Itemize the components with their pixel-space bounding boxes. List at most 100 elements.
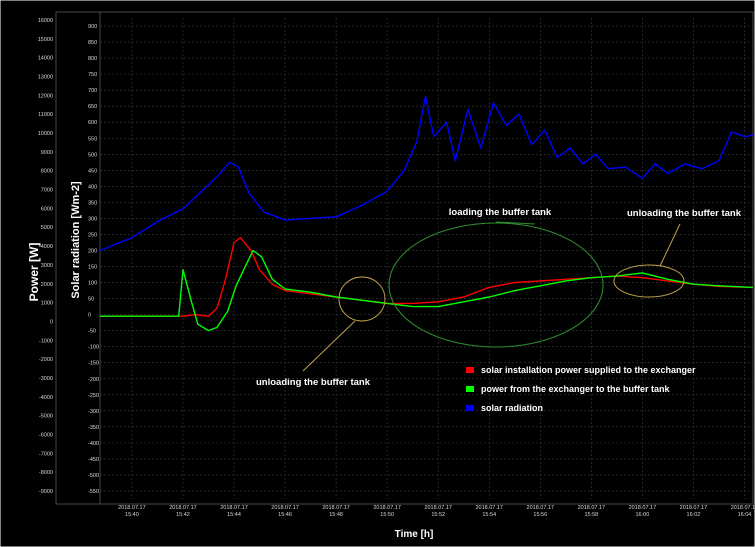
power-tick-label: -9000 (39, 489, 53, 495)
power-tick-label: 8000 (41, 169, 53, 175)
x-tick-layer: 2018.07.17 15:40 2018.07.17 15:42 2018.07.17… (118, 505, 755, 518)
x-tick-label: 15:40 (125, 512, 139, 518)
x-tick-label: 16:02 (687, 512, 701, 518)
legend-label: power from the exchanger to the buffer t… (481, 384, 671, 394)
power-tick-label: 0 (50, 319, 53, 325)
power-tick-label: 12000 (38, 93, 53, 99)
power-tick-label: 10000 (38, 131, 53, 137)
radiation-tick-label: 500 (88, 152, 97, 158)
x-tick-label: 15:52 (431, 512, 445, 518)
x-tick-date-label: 2018.07.17 (424, 505, 452, 511)
power-tick-label: 6000 (41, 206, 53, 212)
x-tick-label: 15:54 (482, 512, 496, 518)
power-tick-layer: 1600015000140001300012000110001000090008… (38, 18, 53, 495)
radiation-tick-label: 0 (88, 313, 91, 319)
annotation-leader-unloading-right (659, 223, 681, 267)
radiation-tick-label: 900 (88, 24, 97, 30)
x-tick-date-label: 2018.07.17 (680, 505, 708, 511)
legend-item-solar-radiation: solar radiation (466, 403, 543, 413)
x-tick-label: 15:44 (227, 512, 241, 518)
x-tick-label: 15:42 (176, 512, 190, 518)
x-tick-label: 16:04 (738, 512, 752, 518)
power-tick-label: -8000 (39, 470, 53, 476)
power-tick-label: 7000 (41, 188, 53, 194)
power-tick-label: -3000 (39, 376, 53, 382)
radiation-tick-layer: 9008508007507006506005505004504003503002… (88, 24, 99, 495)
annotation-label-unloading-left: unloading the buffer tank (256, 377, 371, 388)
y-axis-label-power: Power [W] (27, 243, 41, 302)
annotation-layer: loading the buffer tank unloading the buf… (256, 207, 742, 388)
radiation-tick-label: -300 (88, 409, 99, 415)
legend: solar installation power supplied to the… (466, 365, 696, 413)
series-solar-radiation-line (99, 95, 754, 252)
y-axis-label-radiation: Solar radiation [Wm-2] (70, 181, 82, 299)
series-layer (99, 95, 754, 332)
power-tick-label: -1000 (39, 338, 53, 344)
annotation-label-unloading-right: unloading the buffer tank (627, 208, 742, 219)
radiation-tick-label: 350 (88, 200, 97, 206)
radiation-tick-label: 550 (88, 136, 97, 142)
power-tick-label: 11000 (38, 112, 53, 118)
power-tick-label: -6000 (39, 432, 53, 438)
radiation-tick-label: 150 (88, 265, 97, 271)
annotation-leader-loading (495, 221, 536, 225)
radiation-tick-label: -200 (88, 377, 99, 383)
x-tick-label: 15:50 (380, 512, 394, 518)
radiation-tick-label: 200 (88, 248, 97, 254)
radiation-tick-label: 600 (88, 120, 97, 126)
radiation-tick-label: 50 (88, 297, 94, 303)
power-tick-label: 5000 (41, 225, 53, 231)
x-tick-date-label: 2018.07.17 (220, 505, 248, 511)
legend-label: solar installation power supplied to the… (481, 365, 696, 375)
power-tick-label: 13000 (38, 75, 53, 81)
annotation-ellipse-unloading-left (338, 276, 386, 322)
legend-swatch (466, 405, 474, 411)
radiation-tick-label: -50 (88, 329, 96, 335)
legend-item-solar-installation-power: solar installation power supplied to the… (466, 365, 696, 375)
power-tick-label: 15000 (38, 37, 53, 43)
x-tick-date-label: 2018.07.17 (578, 505, 606, 511)
radiation-tick-label: 750 (88, 72, 97, 78)
power-tick-label: -7000 (39, 451, 53, 457)
x-axis-label: Time [h] (395, 529, 434, 540)
x-tick-label: 15:48 (329, 512, 343, 518)
grid-layer (55, 11, 754, 505)
power-tick-label: 4000 (41, 244, 53, 250)
radiation-tick-label: -550 (88, 489, 99, 495)
legend-item-exchanger-to-buffer: power from the exchanger to the buffer t… (466, 384, 671, 394)
radiation-tick-label: 100 (88, 281, 97, 287)
radiation-tick-label: -400 (88, 441, 99, 447)
radiation-tick-label: -250 (88, 393, 99, 399)
x-tick-label: 15:58 (584, 512, 598, 518)
radiation-tick-label: 700 (88, 88, 97, 94)
series-exchanger-to-buffer-line (100, 249, 754, 332)
x-tick-date-label: 2018.07.17 (322, 505, 350, 511)
x-tick-date-label: 2018.07.17 (373, 505, 401, 511)
radiation-tick-label: -500 (88, 473, 99, 479)
radiation-tick-label: 650 (88, 104, 97, 110)
radiation-tick-label: 450 (88, 168, 97, 174)
power-tick-label: -4000 (39, 395, 53, 401)
radiation-tick-label: -350 (88, 425, 99, 431)
annotation-ellipse-unloading-right (613, 264, 685, 298)
power-tick-label: 9000 (41, 150, 53, 156)
radiation-tick-label: 300 (88, 216, 97, 222)
x-tick-date-label: 2018.07.17 (731, 505, 755, 511)
annotation-ellipse-loading (388, 222, 604, 348)
plot-frame (55, 11, 754, 505)
x-tick-label: 15:46 (278, 512, 292, 518)
power-tick-label: -2000 (39, 357, 53, 363)
x-tick-date-label: 2018.07.17 (629, 505, 657, 511)
radiation-tick-label: -100 (88, 345, 99, 351)
radiation-tick-label: 850 (88, 40, 97, 46)
radiation-tick-label: 400 (88, 184, 97, 190)
power-tick-label: 3000 (41, 263, 53, 269)
x-tick-label: 16:00 (636, 512, 650, 518)
legend-swatch (466, 386, 474, 392)
power-tick-label: 14000 (38, 56, 53, 62)
x-tick-date-label: 2018.07.17 (527, 505, 555, 511)
annotation-leader-unloading-left (302, 320, 356, 372)
radiation-tick-label: -450 (88, 457, 99, 463)
